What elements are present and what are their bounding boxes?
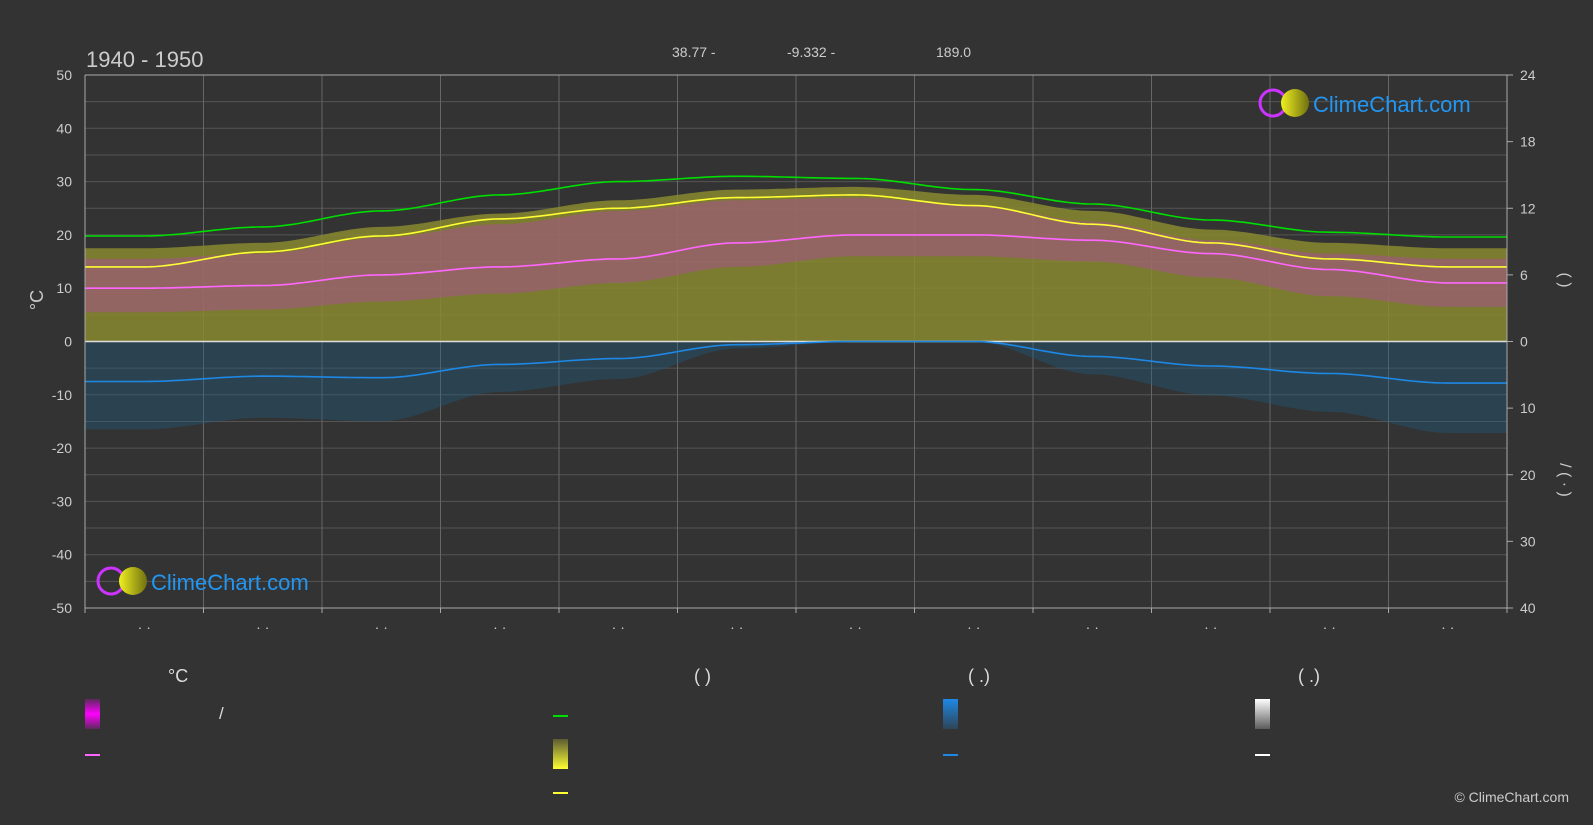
right-tick-label: 40 <box>1520 600 1536 616</box>
month-tick-label: · · <box>1204 619 1217 635</box>
series-line-precipitation <box>85 340 1507 384</box>
month-tick-label: · · <box>612 619 625 635</box>
longitude-label: -9.332 - <box>787 44 836 60</box>
legend-col1-item1: / <box>219 704 224 723</box>
month-tick-label: · · <box>375 619 388 635</box>
right-tick-label: 0 <box>1520 334 1528 350</box>
right-axis-upper-label: ( ) <box>1556 272 1573 287</box>
temperature-band <box>85 197 1507 313</box>
legend-line-green <box>553 715 568 717</box>
right-tick-label: 10 <box>1520 400 1536 416</box>
month-tick-label: · · <box>1441 619 1454 635</box>
left-tick-label: 40 <box>56 120 72 136</box>
period-title: 1940 - 1950 <box>86 47 203 72</box>
legend-line-blue <box>943 754 958 756</box>
left-tick-label: 0 <box>64 334 72 350</box>
legend-swatch-yellow <box>553 739 568 769</box>
series-line-sunshine <box>85 194 1507 268</box>
data-lines <box>85 175 1507 384</box>
left-tick-label: -20 <box>52 440 72 456</box>
logo-sun-icon <box>119 567 147 595</box>
copyright: © ClimeChart.com <box>1454 789 1569 805</box>
month-tick-label: · · <box>256 619 269 635</box>
right-tick-label: 6 <box>1520 267 1528 283</box>
latitude-label: 38.77 - <box>672 44 716 60</box>
right-tick-label: 12 <box>1520 200 1536 216</box>
legend-col4-title: ( .) <box>1298 666 1320 686</box>
legend-col1-title: °C <box>168 666 189 686</box>
legend-swatch-magenta <box>85 699 100 729</box>
month-tick-label: · · <box>849 619 862 635</box>
series-line-mean-temp <box>85 234 1507 289</box>
legend-line-pink <box>85 754 100 756</box>
month-tick-label: · · <box>1323 619 1336 635</box>
month-tick-label: · · <box>967 619 980 635</box>
left-tick-label: -50 <box>52 600 72 616</box>
right-tick-label: 30 <box>1520 533 1536 549</box>
left-tick-label: -40 <box>52 547 72 563</box>
left-axis-label: °C <box>27 290 47 310</box>
logo-top-text: ClimeChart.com <box>1313 92 1471 117</box>
legend-col3-title: ( .) <box>968 666 990 686</box>
left-tick-label: 20 <box>56 227 72 243</box>
legend-line-yellow <box>553 792 568 794</box>
month-tick-label: · · <box>138 619 151 635</box>
series-line-daylight <box>85 175 1507 238</box>
left-tick-label: -30 <box>52 493 72 509</box>
legend-swatch-blue <box>943 699 958 729</box>
logo-sun-icon <box>1281 89 1309 117</box>
logo-bottom-text: ClimeChart.com <box>151 570 309 595</box>
data-bands <box>85 186 1507 433</box>
legend-line-white <box>1255 754 1270 756</box>
month-tick-label: · · <box>730 619 743 635</box>
logo-bottom: ClimeChart.com <box>96 566 309 596</box>
sunshine-area <box>85 186 1507 342</box>
left-tick-label: 30 <box>56 174 72 190</box>
right-tick-label: 20 <box>1520 467 1536 483</box>
legend-swatch-white <box>1255 699 1270 729</box>
precipitation-area <box>85 341 1507 433</box>
right-tick-label: 18 <box>1520 134 1536 150</box>
month-tick-label: · · <box>493 619 506 635</box>
axes: 50 40 30 20 10 0 -10 -20 -30 -40 -50 24 18 12 6 0 10 20 30… <box>52 67 1536 635</box>
left-tick-label: 50 <box>56 67 72 83</box>
legend-col2-title: ( ) <box>694 666 711 686</box>
right-axis-lower-label: / ( · ) <box>1556 463 1573 497</box>
logo-top: ClimeChart.com <box>1258 88 1471 118</box>
month-tick-label: · · <box>1086 619 1099 635</box>
left-tick-label: 10 <box>56 280 72 296</box>
elevation-label: 189.0 <box>936 44 971 60</box>
left-tick-label: -10 <box>52 387 72 403</box>
right-tick-label: 24 <box>1520 67 1536 83</box>
